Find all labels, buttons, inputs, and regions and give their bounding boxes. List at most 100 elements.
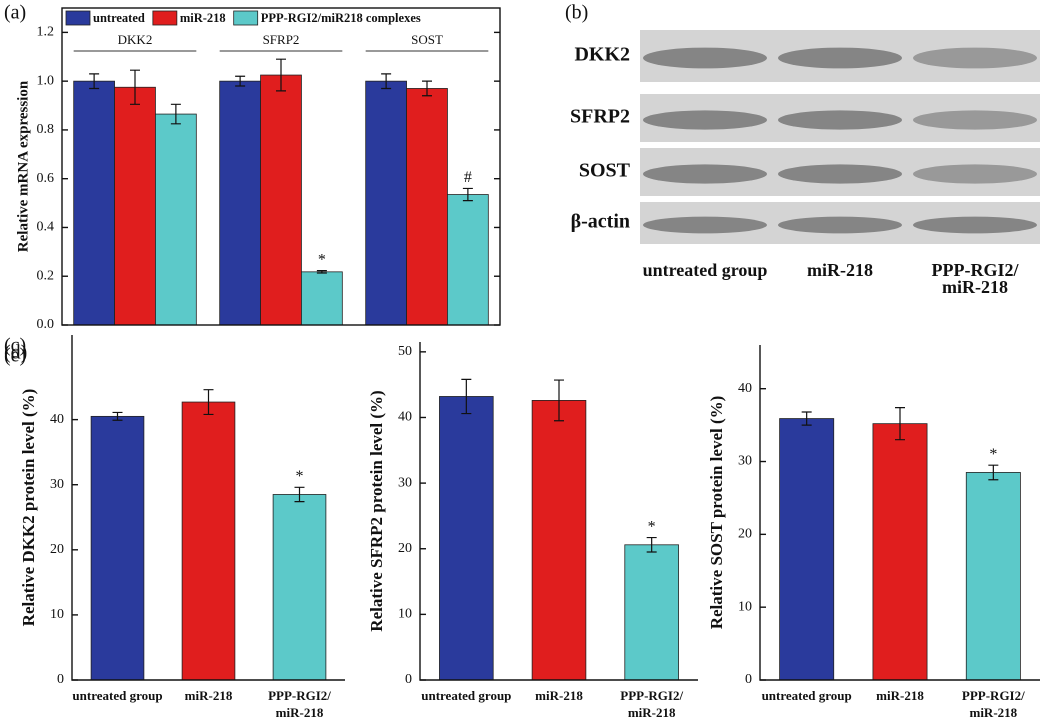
bar: [406, 88, 448, 326]
panel-label: (e): [4, 345, 26, 367]
bar: [531, 400, 587, 681]
blot-band: [778, 47, 902, 69]
y-tick-label: 30: [738, 454, 752, 469]
x-tick-label: untreated group: [762, 688, 852, 703]
x-tick-label: miR-218: [185, 688, 233, 703]
y-tick-label: 40: [738, 381, 752, 396]
error-bar: [422, 80, 432, 97]
blot-column-label: miR-218: [807, 260, 873, 280]
legend-label: untreated: [93, 11, 145, 25]
error-bar: [895, 407, 905, 441]
error-bar: [801, 411, 812, 426]
bar: [624, 544, 679, 681]
y-axis-label: Relative SOST protein level (%): [707, 396, 726, 630]
group-label: DKK2: [118, 32, 153, 47]
blot-band: [643, 47, 767, 69]
y-axis-label: Relative mRNA expression: [15, 80, 31, 252]
blot-band: [778, 216, 902, 234]
y-tick-label: 10: [50, 607, 64, 622]
panel-label: (c): [4, 335, 26, 357]
y-axis-label: Relative DKK2 protein level (%): [19, 389, 38, 627]
bar: [439, 396, 494, 681]
x-tick-label: PPP-RGI2/miR-218: [268, 688, 331, 720]
plot-frame: [61, 7, 501, 326]
error-bar: [316, 270, 327, 274]
blot-band: [913, 164, 1037, 184]
blot-band: [778, 164, 902, 184]
x-tick-label: untreated group: [72, 688, 162, 703]
y-tick-label: 10: [398, 607, 412, 622]
error-bar: [646, 536, 657, 553]
blot-column-label: PPP-RGI2/miR-218: [932, 260, 1020, 297]
error-bar: [170, 103, 181, 125]
blot-band: [913, 47, 1037, 69]
y-tick-label: 20: [50, 542, 64, 557]
legend-swatch: [233, 10, 259, 26]
axes: [759, 345, 1040, 681]
significance-marker: *: [989, 446, 997, 463]
x-tick-label: untreated group: [421, 688, 511, 703]
blot-band: [778, 110, 902, 130]
bar: [272, 494, 327, 681]
blot-column-label: untreated group: [643, 260, 768, 280]
blot-band: [643, 216, 767, 234]
error-bar: [130, 69, 140, 105]
blot-band: [913, 110, 1037, 130]
significance-marker: *: [318, 251, 326, 268]
y-tick-label: 0.0: [37, 317, 55, 332]
legend-swatch: [152, 10, 178, 26]
x-tick-label: PPP-RGI2/miR-218: [962, 688, 1025, 720]
blot-band: [643, 164, 767, 184]
y-tick-label: 0: [745, 672, 752, 687]
bar: [114, 86, 156, 326]
blot-row-label: β-actin: [571, 211, 630, 233]
y-tick-label: 0.4: [37, 220, 55, 235]
panel-label: (b): [565, 2, 588, 24]
bar: [965, 472, 1021, 681]
y-tick-label: 0.8: [37, 122, 55, 137]
bar: [181, 401, 236, 681]
axes: [419, 342, 698, 681]
y-tick-label: 0.6: [37, 171, 55, 186]
y-tick-label: 0: [405, 672, 412, 687]
y-tick-label: 10: [738, 599, 752, 614]
legend-swatch: [65, 10, 91, 26]
legend-label: miR-218: [180, 11, 226, 25]
legend-label: PPP-RGI2/miR218 complexes: [261, 11, 421, 25]
y-tick-label: 1.2: [37, 25, 55, 40]
blot-row-label: SFRP2: [570, 106, 630, 128]
y-tick-label: 20: [398, 541, 412, 556]
bar: [73, 80, 115, 326]
significance-marker: *: [296, 468, 304, 485]
error-bar: [554, 379, 564, 422]
error-bar: [89, 73, 100, 90]
error-bar: [461, 378, 472, 415]
significance-marker: *: [648, 518, 656, 535]
bar: [219, 80, 261, 326]
y-tick-label: 1.0: [37, 73, 55, 88]
bar: [301, 271, 343, 326]
x-tick-label: PPP-RGI2/miR-218: [620, 688, 683, 720]
blot-row-label: SOST: [579, 160, 631, 182]
error-bar: [381, 73, 392, 90]
error-bar: [462, 187, 473, 202]
y-tick-label: 20: [738, 527, 752, 542]
y-tick-label: 30: [398, 475, 412, 490]
y-axis-label: Relative SFRP2 protein level (%): [367, 390, 386, 631]
error-bar: [235, 75, 246, 87]
error-bar: [203, 389, 214, 416]
blot-band: [913, 216, 1037, 234]
error-bar: [988, 464, 999, 481]
y-tick-label: 50: [398, 344, 412, 359]
x-tick-label: miR-218: [876, 688, 924, 703]
panel-label: (d): [4, 342, 27, 364]
bar: [779, 418, 835, 681]
bar: [155, 113, 197, 326]
error-bar: [276, 58, 286, 92]
y-tick-label: 0.2: [37, 268, 55, 283]
y-tick-label: 0: [57, 672, 64, 687]
significance-marker: #: [464, 169, 472, 186]
axes: [71, 335, 345, 681]
y-tick-label: 40: [50, 412, 64, 427]
